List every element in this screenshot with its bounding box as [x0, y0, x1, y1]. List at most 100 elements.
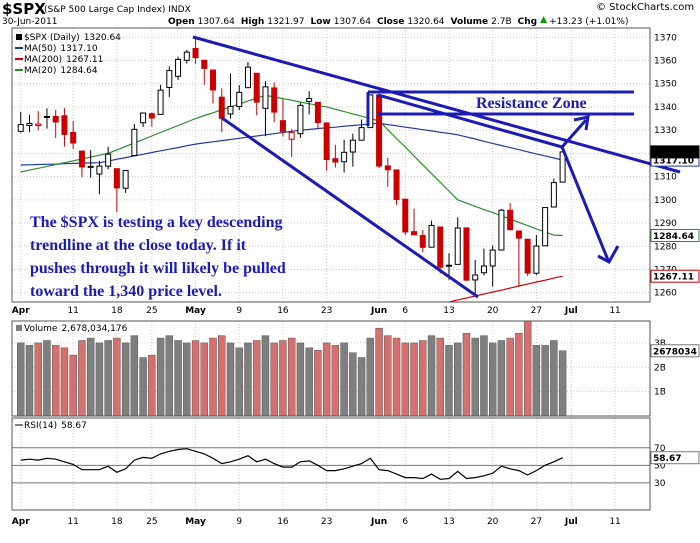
volume-bar — [471, 337, 479, 417]
candle-body — [480, 265, 487, 274]
y-tick-label: 1260 — [654, 289, 677, 299]
volume-bar — [550, 340, 558, 417]
y-tick-label: 1350 — [654, 80, 677, 90]
candle-body — [201, 59, 208, 69]
x-tick-label: Jun — [370, 306, 387, 316]
x-tick-label: Apr — [12, 306, 30, 316]
arrow — [560, 146, 610, 261]
series-last-label: 1267.11 — [653, 273, 694, 283]
volume-bar — [357, 357, 366, 417]
line — [20, 448, 563, 480]
series-last-label-box — [650, 269, 700, 283]
volume-bar — [95, 342, 104, 417]
volume-bar — [244, 342, 252, 417]
volume-bar — [497, 340, 506, 417]
volume-bar — [349, 352, 357, 417]
legend-value: 2,678,034,176 — [61, 324, 127, 334]
candle-body — [166, 70, 173, 88]
legend-swatch — [16, 325, 22, 331]
candle-body — [393, 169, 400, 200]
volume-bar — [183, 342, 191, 417]
candle-body — [96, 165, 103, 175]
volume-bar — [322, 342, 331, 417]
x-tick-label: 6 — [402, 517, 408, 527]
x-tick-label: 9 — [236, 306, 242, 316]
volume-bar — [331, 345, 340, 417]
x-tick-label: 25 — [146, 306, 157, 316]
candle-body — [105, 153, 112, 167]
candle-body — [244, 66, 251, 89]
trendline — [221, 116, 479, 299]
volume-bar — [121, 342, 130, 417]
candle-body — [533, 245, 540, 274]
candle-body — [428, 224, 435, 248]
note: The $SPX is testing a key descending tren… — [30, 214, 286, 300]
y-tick-label: 1300 — [654, 196, 677, 206]
volume-bar — [287, 337, 296, 417]
x-tick-label: 18 — [111, 306, 123, 316]
y-tick-label: 1B — [654, 388, 666, 398]
legend-entry: MA(50) 1317.10 — [24, 44, 98, 54]
annotation-drawing — [192, 35, 681, 299]
x-tick-label: 25 — [146, 517, 157, 527]
candle-body — [437, 226, 444, 268]
candle-body — [288, 132, 295, 140]
candle-body — [253, 72, 260, 103]
volume-bar — [165, 335, 174, 417]
candle-body — [472, 274, 479, 281]
legend-label: $SPX (Daily) — [24, 33, 80, 43]
legend-label: MA(50) — [24, 44, 56, 54]
x-tick-label: 16 — [277, 517, 289, 527]
rsi-frame — [11, 417, 651, 511]
candle-body — [489, 249, 496, 267]
volume-bar — [261, 335, 270, 417]
volume-bar — [235, 347, 243, 417]
y-tick-label: 1360 — [654, 57, 677, 67]
volume-bar — [532, 345, 541, 417]
quote-label: Open — [168, 17, 195, 27]
volume-bar — [174, 340, 182, 417]
series-last-label: 1284.64 — [653, 232, 694, 242]
candle-body — [550, 182, 557, 208]
volume-bar — [427, 335, 436, 417]
x-tick-label: 27 — [531, 517, 542, 527]
legend-value: 1267.11 — [66, 55, 103, 65]
y-tick-label: 3B — [654, 339, 666, 349]
candle-body — [384, 165, 391, 171]
x-tick-label: 23 — [321, 306, 332, 316]
x-tick-label: 9 — [236, 517, 242, 527]
quote-value: 2.7B — [491, 17, 512, 27]
candle-body — [411, 231, 418, 236]
volume-bar — [480, 335, 488, 417]
arrow-head — [573, 115, 590, 131]
x-tick-label: 20 — [487, 517, 499, 527]
trendline — [192, 35, 681, 174]
legend-entry: MA(20) 1284.64 — [24, 66, 98, 76]
volume-bar — [130, 335, 139, 417]
candle-body — [35, 123, 42, 127]
candle-body — [358, 127, 365, 141]
candle-body — [70, 131, 77, 144]
x-tick-label: Apr — [12, 517, 30, 527]
marks — [17, 35, 567, 480]
symbol: $SPX — [2, 0, 46, 18]
volume-bar — [436, 337, 444, 417]
candle-body — [515, 230, 522, 239]
zone-label: Resistance Zone — [476, 95, 587, 112]
y-tick-label: 70 — [654, 444, 666, 454]
candle-body — [192, 47, 199, 59]
x-tick-label: May — [185, 306, 206, 316]
y-tick-label: 2B — [654, 363, 666, 373]
legend-value: 58.67 — [61, 421, 87, 431]
quote-value: +13.23 (+1.01%) — [549, 17, 628, 27]
x-tick-label: 11 — [609, 517, 620, 527]
candle-body — [140, 112, 147, 124]
candle-body — [87, 165, 94, 168]
candle-body — [262, 86, 269, 109]
description: (S&P 500 Large Cap Index) INDX — [44, 5, 191, 15]
date: 30-Jun-2011 — [2, 17, 57, 27]
candle-body — [376, 94, 383, 167]
volume-bar — [488, 342, 497, 417]
candle-body — [454, 227, 461, 265]
volume-bar — [86, 337, 95, 417]
